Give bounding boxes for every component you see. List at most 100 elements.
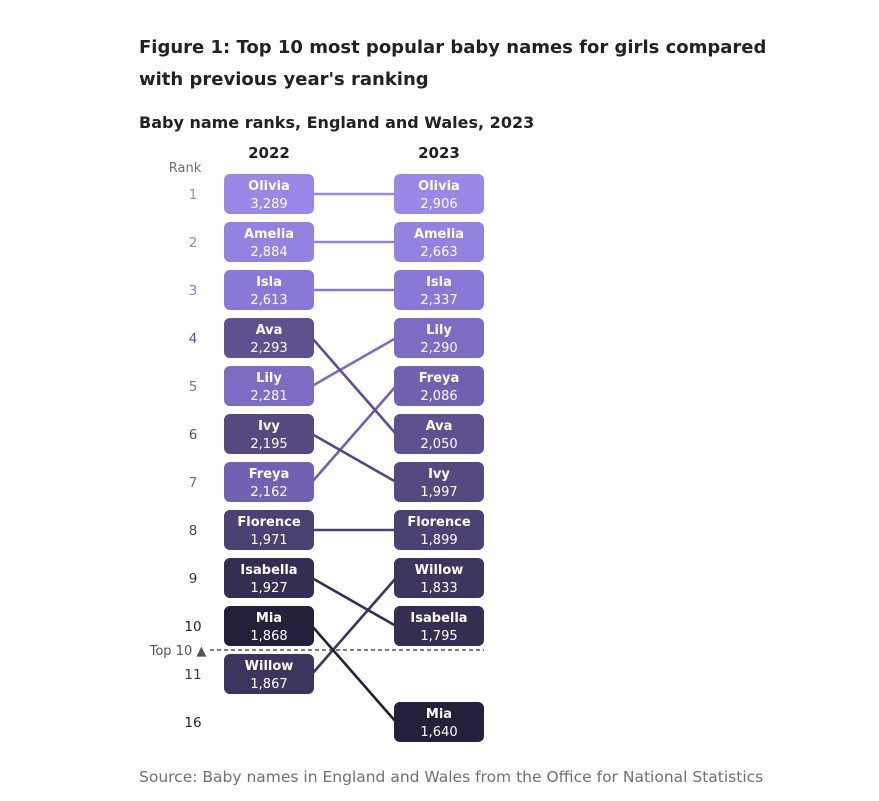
name-box-lily-2023: Lily 2,290	[394, 318, 484, 358]
name-box-isabella-2022: Isabella 1,927	[224, 558, 314, 598]
link-mia	[311, 625, 397, 723]
count-label: 2,613	[250, 293, 287, 308]
name-box-bg	[224, 222, 314, 262]
rank-tick-1: 1	[189, 187, 198, 203]
name-box-bg	[224, 366, 314, 406]
rank-tick-7: 7	[189, 475, 198, 491]
link-willow	[311, 577, 397, 675]
name-box-isabella-2023: Isabella 1,795	[394, 606, 484, 646]
name-box-bg	[394, 702, 484, 742]
name-label: Florence	[237, 515, 300, 530]
name-box-lily-2022: Lily 2,281	[224, 366, 314, 406]
rank-axis: 2022 2023 Rank 1 2 3 4 5 6 7 8 9 10 11 16 Top 10 ▲	[149, 144, 484, 731]
name-label: Isabella	[410, 611, 467, 626]
name-label: Ava	[426, 419, 453, 434]
name-box-willow-2023: Willow 1,833	[394, 558, 484, 598]
name-box-ivy-2022: Ivy 2,195	[224, 414, 314, 454]
rank-axis-label: Rank	[169, 161, 202, 176]
rank-tick-5: 5	[189, 379, 198, 395]
name-label: Freya	[249, 467, 290, 482]
count-label: 2,337	[420, 293, 457, 308]
count-label: 2,086	[420, 389, 457, 404]
rank-tick-10: 10	[184, 619, 201, 635]
count-label: 1,899	[420, 533, 457, 548]
count-label: 2,884	[250, 245, 287, 260]
name-label: Amelia	[414, 227, 464, 242]
link-ava	[311, 337, 397, 435]
name-label: Isabella	[240, 563, 297, 578]
name-box-bg	[394, 510, 484, 550]
rank-tick-6: 6	[189, 427, 198, 443]
count-label: 1,640	[420, 725, 457, 740]
count-label: 1,927	[250, 581, 287, 596]
name-label: Ava	[256, 323, 283, 338]
name-label: Olivia	[248, 179, 290, 194]
name-label: Mia	[426, 707, 452, 722]
name-label: Florence	[407, 515, 470, 530]
name-label: Ivy	[428, 467, 450, 482]
top10-cutoff-label: Top 10 ▲	[149, 644, 207, 659]
link-freya	[311, 385, 397, 483]
count-label: 1,833	[420, 581, 457, 596]
column-header-2022: 2022	[248, 144, 290, 162]
rank-tick-11: 11	[184, 667, 201, 683]
rank-tick-4: 4	[189, 331, 198, 347]
rank-change-lines	[311, 192, 397, 723]
name-label: Mia	[256, 611, 282, 626]
name-box-freya-2023: Freya 2,086	[394, 366, 484, 406]
name-label: Ivy	[258, 419, 280, 434]
name-box-bg	[394, 606, 484, 646]
rank-tick-8: 8	[189, 523, 198, 539]
chart-subtitle: Baby name ranks, England and Wales, 2023	[139, 113, 535, 132]
count-label: 2,906	[420, 197, 457, 212]
name-box-ava-2023: Ava 2,050	[394, 414, 484, 454]
column-header-2023: 2023	[418, 144, 460, 162]
rank-tick-3: 3	[189, 283, 198, 299]
count-label: 2,281	[250, 389, 287, 404]
name-box-bg	[224, 558, 314, 598]
name-box-willow-2022: Willow 1,867	[224, 654, 314, 694]
name-box-olivia-2023: Olivia 2,906	[394, 174, 484, 214]
name-box-amelia-2023: Amelia 2,663	[394, 222, 484, 262]
name-box-bg	[224, 654, 314, 694]
name-box-olivia-2022: Olivia 3,289	[224, 174, 314, 214]
name-box-isla-2022: Isla 2,613	[224, 270, 314, 310]
rank-tick-16: 16	[184, 715, 201, 731]
name-label: Olivia	[418, 179, 460, 194]
name-box-isla-2023: Isla 2,337	[394, 270, 484, 310]
name-label: Freya	[419, 371, 460, 386]
name-box-mia-2023: Mia 1,640	[394, 702, 484, 742]
link-isabella	[311, 576, 397, 628]
link-ivy	[311, 432, 397, 484]
name-label: Lily	[426, 323, 452, 338]
name-box-florence-2023: Florence 1,899	[394, 510, 484, 550]
name-box-ava-2022: Ava 2,293	[224, 318, 314, 358]
count-label: 1,868	[250, 629, 287, 644]
name-box-bg	[394, 318, 484, 358]
name-box-bg	[224, 606, 314, 646]
rank-tick-2: 2	[189, 235, 198, 251]
name-label: Willow	[245, 659, 294, 674]
name-box-bg	[394, 414, 484, 454]
count-label: 2,290	[420, 341, 457, 356]
count-label: 3,289	[250, 197, 287, 212]
name-box-bg	[224, 270, 314, 310]
name-box-bg	[224, 414, 314, 454]
count-label: 2,162	[250, 485, 287, 500]
count-label: 1,867	[250, 677, 287, 692]
name-label: Lily	[256, 371, 282, 386]
name-box-bg	[394, 270, 484, 310]
count-label: 1,997	[420, 485, 457, 500]
name-box-bg	[394, 462, 484, 502]
source-note: Source: Baby names in England and Wales …	[139, 768, 764, 786]
name-label: Amelia	[244, 227, 294, 242]
name-boxes: Olivia 3,289 Olivia 2,906 Amelia 2,884 Amelia 2…	[224, 174, 484, 742]
name-box-bg	[394, 558, 484, 598]
name-label: Isla	[426, 275, 452, 290]
name-box-bg	[394, 222, 484, 262]
count-label: 2,050	[420, 437, 457, 452]
link-lily	[311, 336, 397, 388]
name-box-bg	[394, 174, 484, 214]
count-label: 1,971	[250, 533, 287, 548]
